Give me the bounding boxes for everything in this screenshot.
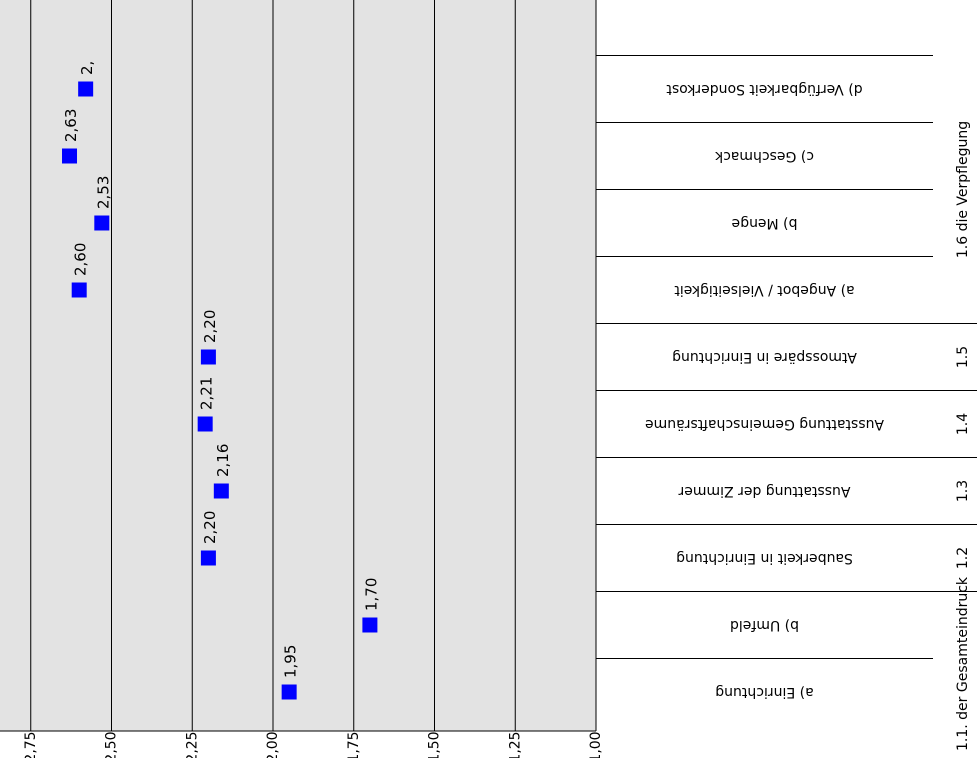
tick-label: 1,75 xyxy=(346,731,362,758)
data-point xyxy=(78,81,94,97)
data-label: 1,95 xyxy=(282,645,300,678)
data-point xyxy=(281,684,297,700)
data-label: 2,20 xyxy=(201,310,219,343)
data-point xyxy=(71,282,87,298)
data-point xyxy=(213,483,229,499)
tick-label: 1,25 xyxy=(507,731,523,758)
tick-label: 2,50 xyxy=(104,731,120,758)
data-point xyxy=(62,148,78,164)
tick-label: 1,00 xyxy=(588,731,604,758)
category-label: b) Umfeld xyxy=(730,617,799,633)
data-point xyxy=(94,215,110,231)
data-points: 1,95 1,70 2,20 2,16 2,21 2,20 2,60 2,53 2,63 2, xyxy=(62,61,380,700)
group-label: 1.3 xyxy=(955,480,971,502)
group-label: 1.5 xyxy=(955,346,971,368)
data-label: 2,63 xyxy=(62,109,80,142)
tick-label: 2,75 xyxy=(23,731,39,758)
data-label: 2,60 xyxy=(72,243,90,276)
category-label: a) Einrichtung xyxy=(715,684,813,700)
data-point xyxy=(362,617,378,633)
data-label: 2,20 xyxy=(201,511,219,544)
group-label: 1.2 xyxy=(955,547,971,569)
category-label: a) Angebot / Vielseitigkeit xyxy=(674,282,855,298)
data-point xyxy=(200,550,216,566)
category-label: b) Menge xyxy=(732,215,798,231)
data-label: 2, xyxy=(78,61,96,75)
grid-lines xyxy=(30,0,597,731)
data-point xyxy=(200,349,216,365)
tick-label: 2,00 xyxy=(265,731,281,758)
category-label: Atmosspäre in Einrichtung xyxy=(672,349,857,365)
data-point xyxy=(197,416,213,432)
group-label: 1.6 die Verpflegung xyxy=(955,121,971,258)
data-label: 2,16 xyxy=(214,444,232,477)
tick-label: 2,25 xyxy=(184,731,200,758)
data-label: 2,21 xyxy=(198,377,216,410)
group-label: 1.4 xyxy=(955,413,971,435)
category-label: Sauberkeit in Einrichtung xyxy=(676,550,853,566)
category-label: d) Verfügbarkeit Sonderkost xyxy=(666,81,863,97)
category-label: c) Geschmack xyxy=(714,148,814,164)
data-label: 1,70 xyxy=(362,578,380,611)
data-label: 2,53 xyxy=(94,176,112,209)
group-label: 1.1. der Gesamteindruck xyxy=(955,576,971,751)
category-label: Ausstattung der Zimmer xyxy=(678,483,850,499)
value-axis: 1,00 1,25 1,50 1,75 2,00 2,25 2,50 2,75 xyxy=(0,730,604,758)
tick-label: 1,50 xyxy=(427,731,443,758)
category-table: a) Einrichtung b) Umfeld Sauberkeit in Ein… xyxy=(595,0,977,751)
category-label: Ausstattung Gemeinschaftsräume xyxy=(645,416,884,432)
plot-area xyxy=(0,0,596,731)
